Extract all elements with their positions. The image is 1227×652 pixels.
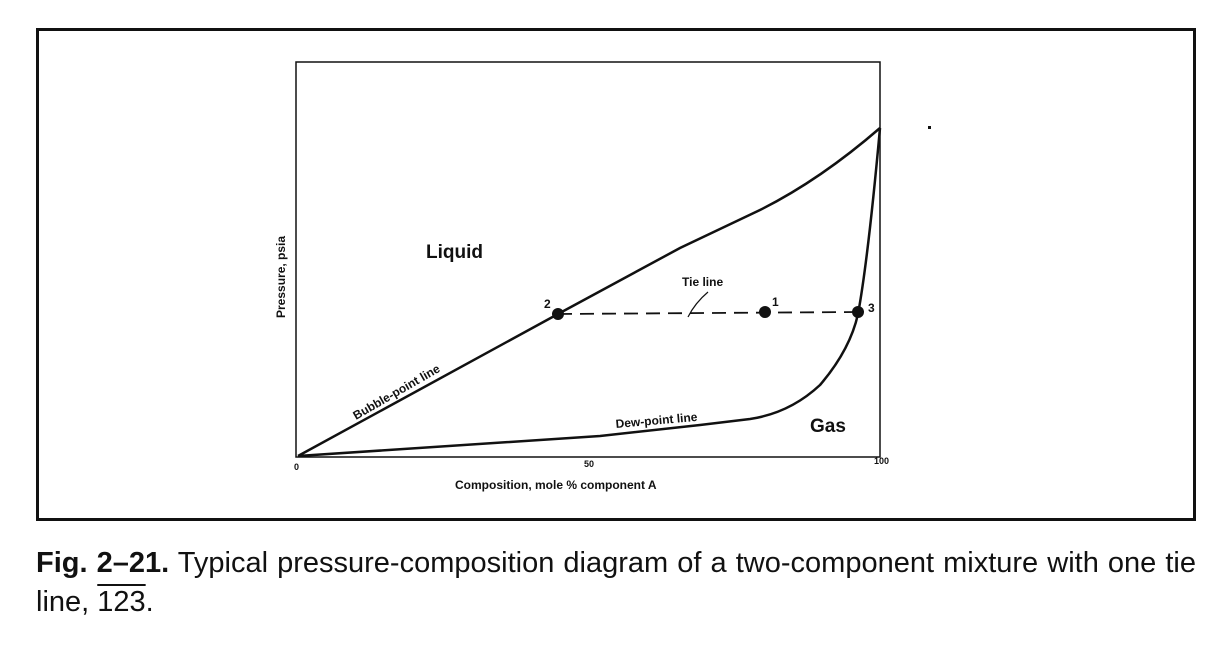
dew-point-curve: [297, 127, 882, 458]
x-tick-50: 50: [584, 459, 594, 469]
liquid-region-label: Liquid: [426, 242, 483, 263]
caption-text: Typical pressure-composition diagram of …: [36, 547, 1197, 618]
stray-mark: [928, 126, 931, 129]
point-2-marker: [552, 308, 564, 320]
point-3-marker: [852, 306, 864, 318]
x-axis-label: Composition, mole % component A: [455, 478, 657, 492]
caption-end: .: [145, 586, 154, 618]
figure-frame: [36, 28, 1196, 521]
x-tick-100: 100: [874, 456, 889, 466]
tie-line-label: Tie line: [682, 275, 723, 289]
caption-tie-line-name: 123: [97, 586, 146, 618]
tie-line: [557, 311, 859, 315]
y-axis-label: Pressure, psia: [274, 236, 288, 318]
tie-line-leader: [687, 291, 709, 318]
bubble-point-label: Bubble-point line: [351, 361, 443, 422]
pressure-composition-diagram: 2 1 3 Tie line Liquid Gas Bubble-point l…: [274, 61, 931, 492]
figure-caption: Fig. 2–21. Typical pressure-composition …: [36, 544, 1196, 622]
point-2-label: 2: [544, 297, 551, 311]
gas-region-label: Gas: [810, 416, 846, 437]
x-tick-0: 0: [294, 462, 299, 472]
point-1-label: 1: [772, 295, 779, 309]
caption-figure-number: Fig. 2–21.: [36, 547, 170, 579]
point-1-marker: [759, 306, 771, 318]
bubble-point-curve: [297, 127, 881, 458]
point-3-label: 3: [868, 301, 875, 315]
plot-area: [295, 61, 881, 458]
